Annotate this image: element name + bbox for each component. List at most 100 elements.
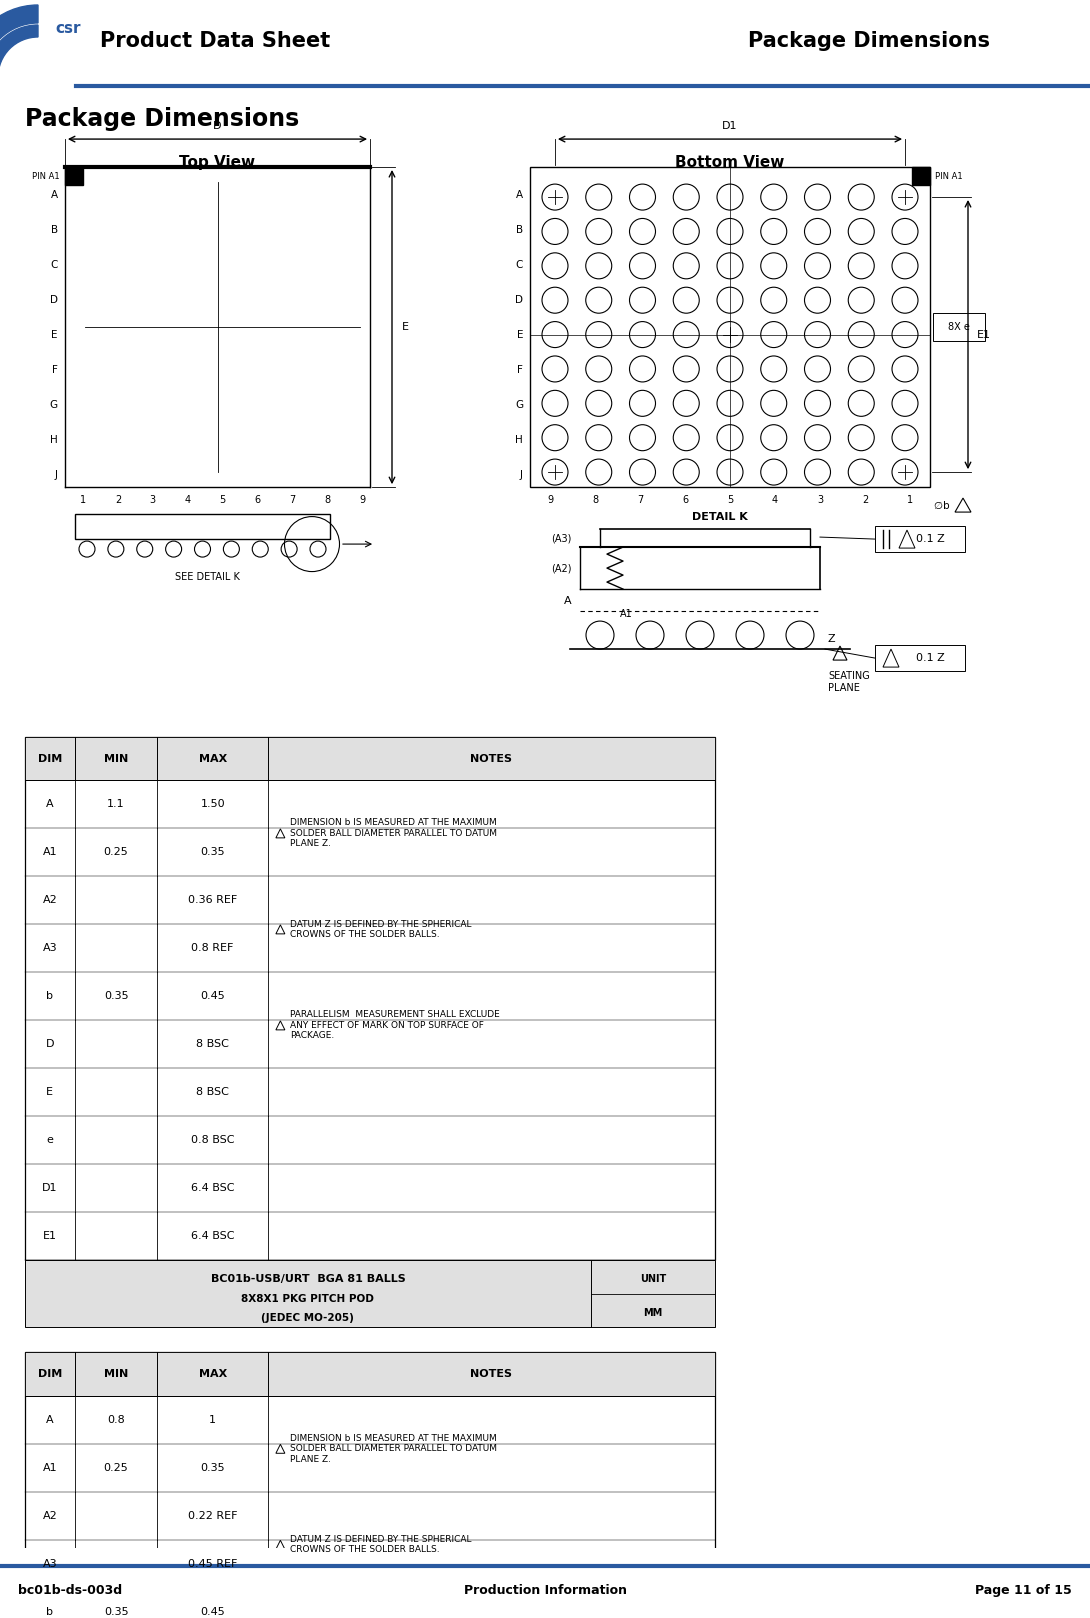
Circle shape (848, 218, 874, 244)
Text: b: b (47, 992, 53, 1002)
Text: DETAIL K: DETAIL K (692, 511, 748, 523)
Text: 8 BSC: 8 BSC (196, 1087, 229, 1097)
Circle shape (848, 356, 874, 382)
Text: BC01b-USB/URT  BGA 81 BALLS: BC01b-USB/URT BGA 81 BALLS (210, 1273, 405, 1285)
Text: A2: A2 (43, 895, 57, 906)
Text: 0.25: 0.25 (104, 1463, 129, 1472)
Circle shape (717, 252, 743, 278)
Text: 0.8 REF: 0.8 REF (192, 943, 234, 953)
Bar (875, 646, 965, 671)
Text: A3: A3 (43, 943, 57, 953)
Text: 1: 1 (907, 495, 913, 505)
Circle shape (848, 460, 874, 485)
Text: A1: A1 (43, 848, 57, 858)
Circle shape (586, 621, 614, 649)
Circle shape (717, 288, 743, 314)
Text: SEE DETAIL K: SEE DETAIL K (175, 573, 240, 582)
Text: A: A (51, 189, 58, 201)
Circle shape (848, 252, 874, 278)
Text: Product Data Sheet: Product Data Sheet (100, 31, 330, 52)
Circle shape (892, 390, 918, 416)
Text: 1.50: 1.50 (201, 799, 225, 809)
Text: 2: 2 (862, 495, 868, 505)
Text: F: F (517, 366, 523, 375)
Text: A: A (516, 189, 523, 201)
Polygon shape (276, 925, 284, 934)
Text: 8: 8 (324, 495, 330, 505)
Text: (JEDEC MO-205): (JEDEC MO-205) (262, 1314, 354, 1324)
Text: DIMENSION b IS MEASURED AT THE MAXIMUM
SOLDER BALL DIAMETER PARALLEL TO DATUM
PL: DIMENSION b IS MEASURED AT THE MAXIMUM S… (290, 1434, 497, 1464)
Text: 5: 5 (727, 495, 734, 505)
Text: B: B (516, 225, 523, 235)
Text: E: E (517, 330, 523, 340)
Circle shape (630, 424, 655, 451)
Text: MM: MM (643, 1307, 663, 1317)
Circle shape (761, 218, 787, 244)
Circle shape (848, 390, 874, 416)
Circle shape (542, 252, 568, 278)
Text: Production Information: Production Information (463, 1584, 627, 1597)
Text: DIM: DIM (38, 1369, 62, 1379)
Circle shape (804, 424, 831, 451)
Circle shape (717, 322, 743, 348)
Text: E1: E1 (977, 330, 991, 340)
Text: 9: 9 (359, 495, 365, 505)
Text: 0.8: 0.8 (107, 1414, 125, 1425)
Text: bc01b-ds-003d: bc01b-ds-003d (19, 1584, 122, 1597)
Polygon shape (276, 1445, 284, 1453)
Circle shape (674, 424, 700, 451)
Circle shape (630, 460, 655, 485)
Circle shape (585, 184, 611, 210)
Text: 0.1 Z: 0.1 Z (916, 654, 944, 663)
Text: C: C (50, 260, 58, 270)
Circle shape (804, 288, 831, 314)
Text: $\varnothing$b: $\varnothing$b (933, 498, 950, 511)
Text: 8X8X1 PKG PITCH POD: 8X8X1 PKG PITCH POD (242, 1294, 374, 1304)
Text: SEATING
PLANE: SEATING PLANE (828, 671, 870, 693)
Circle shape (717, 184, 743, 210)
Wedge shape (0, 5, 38, 78)
Bar (75, 515, 330, 539)
Text: A3: A3 (43, 1558, 57, 1569)
Text: 0.35: 0.35 (201, 1463, 225, 1472)
Text: DATUM Z IS DEFINED BY THE SPHERICAL
CROWNS OF THE SOLDER BALLS.: DATUM Z IS DEFINED BY THE SPHERICAL CROW… (290, 919, 471, 938)
Circle shape (892, 424, 918, 451)
Text: Package Dimensions: Package Dimensions (25, 107, 300, 131)
Circle shape (635, 621, 664, 649)
Circle shape (585, 288, 611, 314)
Circle shape (892, 460, 918, 485)
Text: 1.1: 1.1 (107, 799, 125, 809)
Circle shape (804, 356, 831, 382)
Polygon shape (276, 1021, 284, 1031)
Text: H: H (516, 435, 523, 445)
Circle shape (674, 460, 700, 485)
Circle shape (717, 356, 743, 382)
Polygon shape (833, 646, 847, 660)
Circle shape (892, 356, 918, 382)
Bar (25, 1260, 715, 1327)
Text: 5: 5 (219, 495, 226, 505)
Text: 0.36 REF: 0.36 REF (189, 895, 238, 906)
Text: Package Dimensions: Package Dimensions (748, 31, 990, 52)
Text: A: A (565, 595, 572, 607)
Circle shape (674, 252, 700, 278)
Circle shape (761, 460, 787, 485)
Text: b: b (47, 1607, 53, 1616)
Circle shape (585, 252, 611, 278)
Circle shape (761, 184, 787, 210)
Circle shape (674, 390, 700, 416)
Circle shape (674, 184, 700, 210)
Circle shape (804, 460, 831, 485)
Text: A1: A1 (620, 608, 633, 620)
Text: A1: A1 (43, 1463, 57, 1472)
Text: 0.22 REF: 0.22 REF (187, 1511, 238, 1521)
Text: E: E (51, 330, 58, 340)
Text: 7: 7 (637, 495, 643, 505)
Circle shape (804, 252, 831, 278)
Circle shape (717, 460, 743, 485)
Bar (25, 1353, 715, 1396)
Text: 4: 4 (772, 495, 778, 505)
Circle shape (585, 460, 611, 485)
Circle shape (786, 621, 814, 649)
Text: G: G (50, 400, 58, 409)
